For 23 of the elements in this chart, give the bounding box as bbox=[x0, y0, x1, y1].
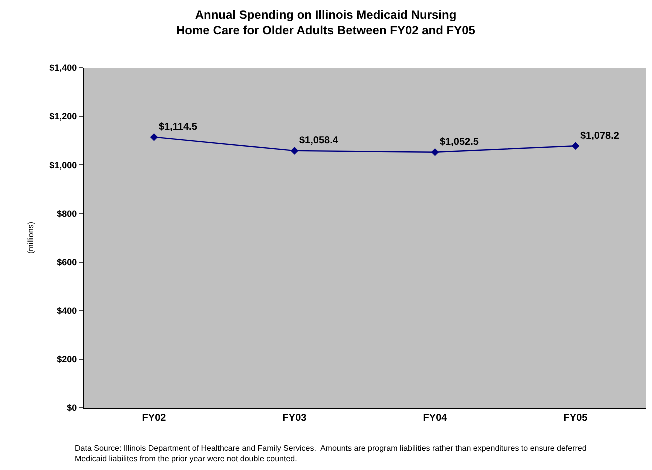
point bbox=[431, 148, 440, 156]
y-tick-label: $200 bbox=[57, 354, 78, 365]
y-tick-label: $1,000 bbox=[50, 160, 78, 170]
point bbox=[150, 133, 158, 142]
y-tick-label: $1,400 bbox=[50, 63, 78, 74]
data-label: $1,078.2 bbox=[580, 130, 620, 142]
source-note: Data Source: Illinois Department of Healthcare and Family Services. Amounts are program liabilities rather than expenditures to ensure deferred Medicaid liabilites from the prior year were not double counted. bbox=[75, 444, 587, 464]
chart-title: Annual Spending on Illinois Medicaid Nursing Home Care for Older Adults Between FY02 and FY05 bbox=[176, 8, 476, 38]
y-tick-label: $800 bbox=[57, 208, 78, 219]
y-axis-title: (millions) bbox=[26, 222, 36, 254]
data-label: $1,052.5 bbox=[440, 137, 480, 148]
y-tick-label: $1,200 bbox=[50, 112, 78, 122]
x-tick-label: FY04 bbox=[423, 413, 448, 424]
x-tick-label: FY05 bbox=[564, 413, 588, 424]
y-tick-label: $600 bbox=[57, 257, 78, 268]
data-label: $1,114.5 bbox=[159, 122, 198, 134]
y-tick-label: $400 bbox=[57, 306, 78, 316]
x-tick-label: FY03 bbox=[282, 413, 308, 424]
y-tick-label: $0 bbox=[67, 403, 78, 414]
x-tick-label: FY02 bbox=[142, 413, 167, 424]
data-label: $1,058.4 bbox=[300, 136, 339, 147]
point bbox=[572, 142, 580, 150]
point bbox=[290, 147, 299, 155]
